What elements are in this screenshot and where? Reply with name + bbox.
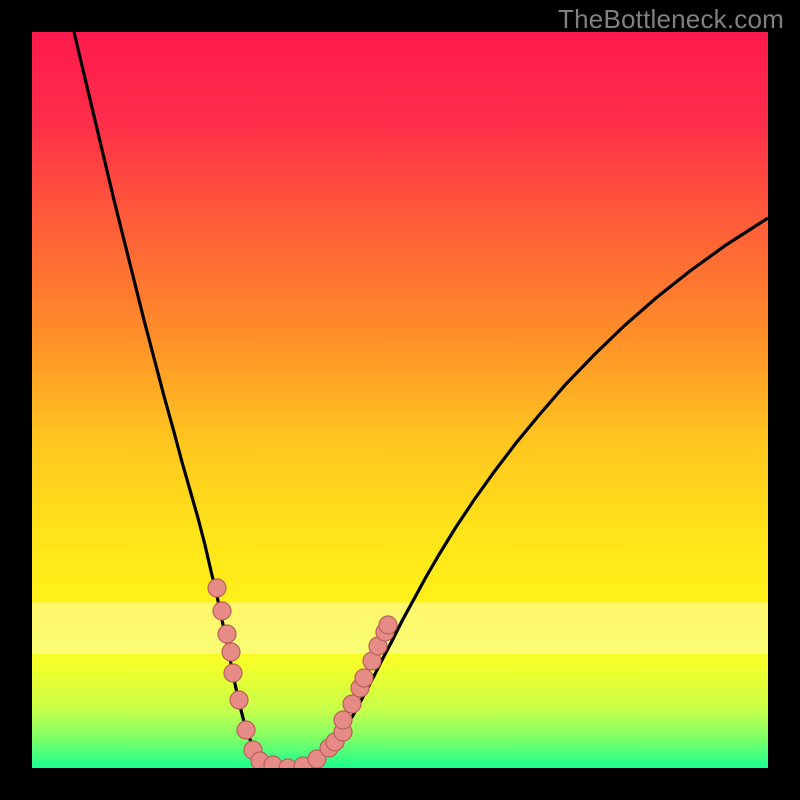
- marker-dot: [343, 695, 361, 713]
- marker-dot: [213, 602, 231, 620]
- marker-dot: [208, 579, 226, 597]
- marker-dot: [237, 721, 255, 739]
- marker-dot: [355, 669, 373, 687]
- marker-dot: [224, 664, 242, 682]
- gradient-background: [32, 32, 768, 768]
- watermark-text: TheBottleneck.com: [558, 4, 784, 35]
- marker-dot: [218, 625, 236, 643]
- marker-dot: [379, 616, 397, 634]
- marker-dot: [334, 711, 352, 729]
- chart-canvas: [32, 32, 768, 768]
- marker-dot: [222, 643, 240, 661]
- marker-dot: [230, 691, 248, 709]
